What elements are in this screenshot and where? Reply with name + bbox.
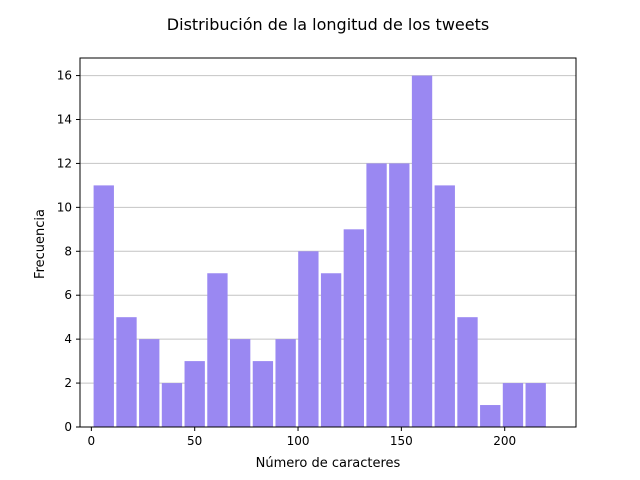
histogram-bar: [161, 383, 183, 427]
histogram-bar: [525, 383, 546, 427]
chart-title: Distribución de la longitud de los tweet…: [167, 15, 489, 34]
y-axis-ticks: 0 2 4 6 8 10 12 14 16: [57, 69, 80, 434]
x-axis-ticks: 0 50 100 150 200: [88, 427, 516, 448]
y-tick-label: 2: [64, 376, 72, 390]
x-tick-label: 200: [493, 434, 516, 448]
y-tick-label: 6: [64, 288, 72, 302]
y-tick-label: 10: [57, 200, 72, 214]
histogram-bar: [389, 163, 410, 427]
histogram-bar: [184, 361, 205, 427]
histogram-bar: [411, 75, 433, 428]
histogram-bar: [252, 361, 274, 427]
histogram-bar: [434, 185, 455, 427]
x-tick-label: 150: [390, 434, 413, 448]
histogram-bar: [139, 339, 160, 427]
histogram-bar: [366, 163, 387, 427]
x-tick-label: 0: [88, 434, 96, 448]
y-tick-label: 14: [57, 113, 72, 127]
histogram-bar: [93, 185, 114, 427]
histogram-bar: [207, 273, 228, 427]
plot-frame: [79, 57, 577, 428]
histogram-bar: [480, 405, 501, 427]
x-tick-label: 50: [187, 434, 202, 448]
histogram-bar: [230, 339, 251, 427]
y-tick-label: 12: [57, 156, 72, 170]
y-tick-label: 16: [57, 69, 72, 83]
y-tick-label: 0: [64, 420, 72, 434]
histogram-bar: [116, 317, 137, 427]
histogram-bar: [275, 339, 296, 427]
histogram-bar: [320, 273, 342, 427]
histogram-bar: [298, 251, 319, 427]
x-tick-label: 100: [287, 434, 310, 448]
y-tick-label: 8: [64, 244, 72, 258]
histogram-bar: [457, 317, 478, 427]
histogram-bar: [502, 383, 524, 427]
y-axis-label: Frecuencia: [33, 209, 48, 279]
histogram-bar: [343, 229, 364, 427]
y-tick-label: 4: [64, 332, 72, 346]
bars: [93, 75, 546, 428]
x-axis-label: Número de caracteres: [256, 456, 401, 471]
